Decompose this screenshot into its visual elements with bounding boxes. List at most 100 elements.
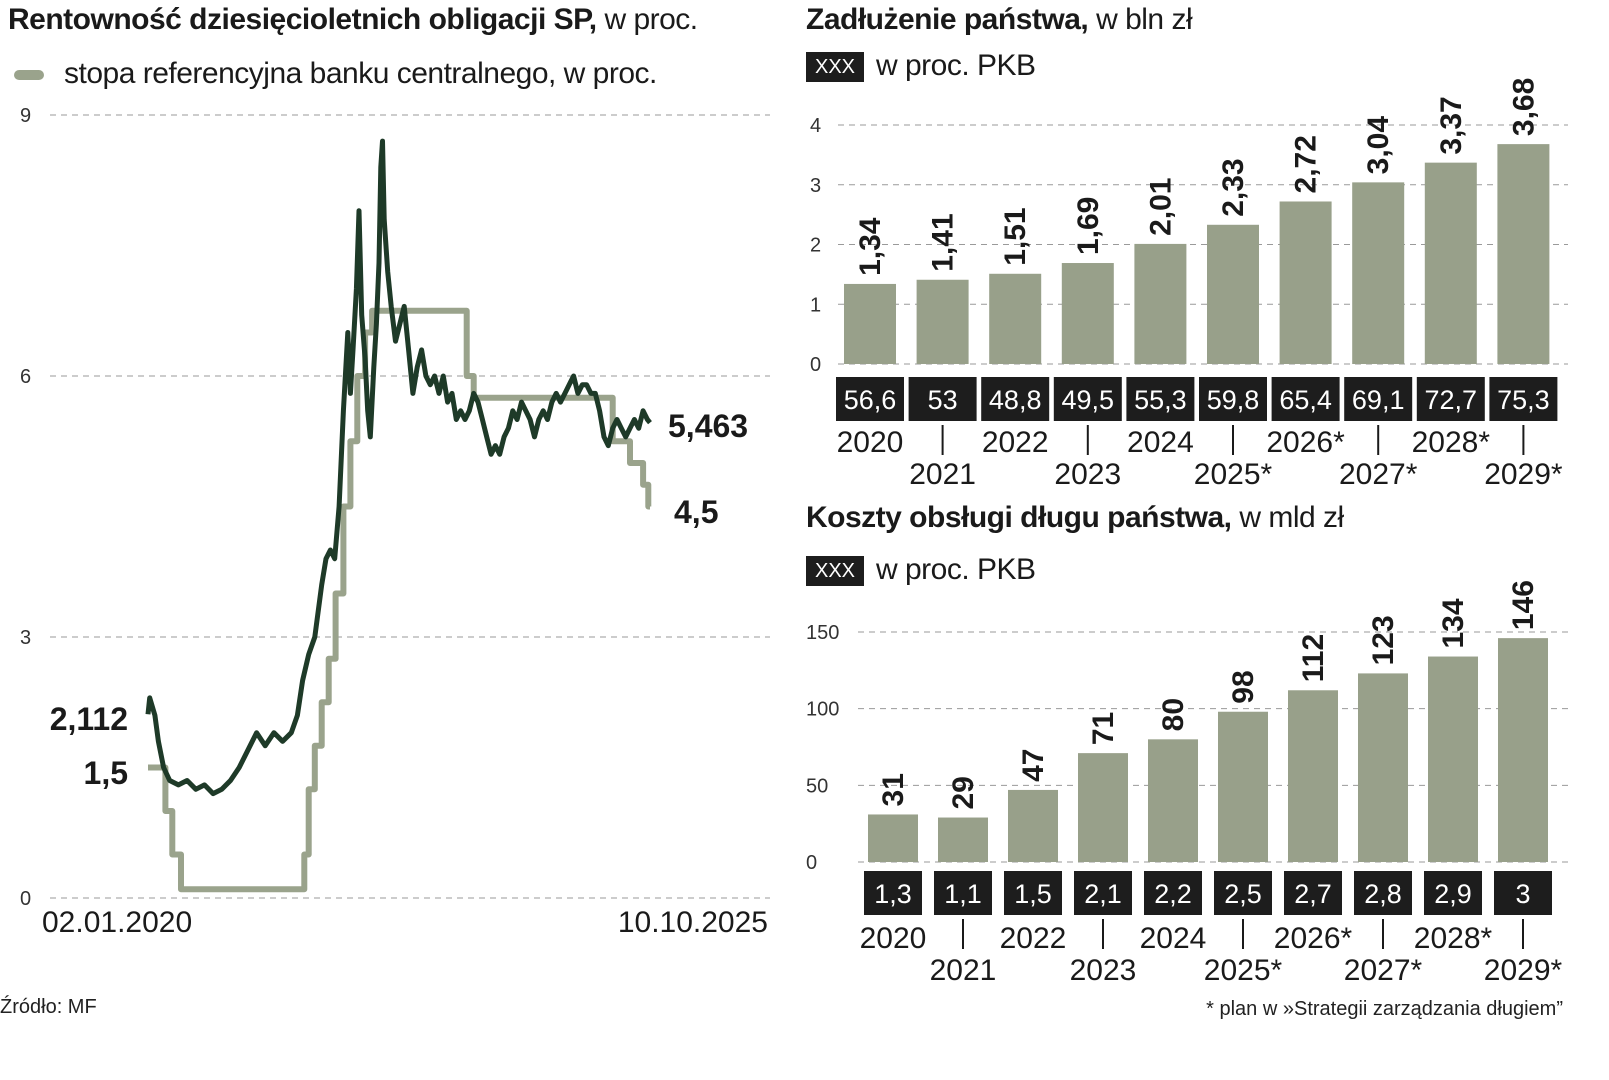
year-label: 2029* [1484, 954, 1563, 987]
pkb-value-label: 59,8 [1207, 385, 1260, 415]
bar-value-label: 123 [1367, 615, 1400, 665]
pkb-box [836, 377, 904, 421]
bar [1424, 162, 1477, 364]
ref-rate-line [148, 307, 652, 893]
pkb-box [1354, 871, 1412, 915]
bar [916, 279, 969, 364]
bar-value-label: 1,41 [927, 213, 960, 271]
bar [1428, 656, 1478, 862]
bar-value-label: 71 [1087, 712, 1120, 745]
y-tick-label: 50 [806, 775, 828, 797]
bar-value-label: 80 [1157, 698, 1190, 731]
y-tick-label: 3 [810, 175, 821, 197]
ref-rate-start-label: 1,5 [84, 755, 128, 791]
pkb-value-label: 2,2 [1154, 879, 1192, 909]
pkb-value-label: 2,9 [1434, 879, 1472, 909]
bar [1288, 690, 1338, 862]
debt-pkb-legend-box: XXX [806, 52, 864, 82]
bar-value-label: 2,72 [1290, 135, 1323, 193]
year-label: 2025* [1194, 458, 1273, 491]
yield-end-label: 5,463 [668, 408, 748, 444]
pkb-value-label: 53 [928, 385, 958, 415]
pkb-box [934, 871, 992, 915]
year-label: 2026* [1274, 922, 1353, 955]
year-label: 2021 [909, 458, 976, 491]
bar [1498, 638, 1548, 862]
start-date-label: 02.01.2020 [42, 906, 192, 939]
y-tick-label: 3 [20, 627, 31, 649]
pkb-box [981, 377, 1050, 421]
pkb-value-label: 49,5 [1062, 385, 1115, 415]
y-tick-label: 1 [810, 294, 821, 316]
y-tick-label: 150 [806, 622, 839, 644]
bar-value-label: 1,34 [854, 217, 887, 276]
pkb-value-label: 2,8 [1364, 879, 1402, 909]
pkb-value-label: 69,1 [1352, 385, 1405, 415]
cost-pkb-legend-caption: w proc. PKB [876, 553, 1036, 586]
bar-value-label: 2,01 [1144, 178, 1177, 236]
debt-bar-chart: 0 1 2 3 4 1,34 56,6 2020 1,41 53 2021 1,51 48,8 2022 1… [810, 78, 1568, 491]
year-label: 2022 [1000, 922, 1067, 955]
bar [1134, 243, 1187, 364]
bar [1061, 263, 1114, 364]
year-label: 2024 [1127, 426, 1194, 459]
debt-chart-title-bold: Zadłużenie państwa, [806, 3, 1089, 36]
bar-value-label: 1,51 [999, 207, 1032, 265]
bar [1078, 753, 1128, 862]
yield-start-label: 2,112 [50, 701, 128, 737]
bar [1218, 711, 1268, 862]
bar-value-label: 134 [1437, 598, 1470, 648]
bar-value-label: 3,04 [1362, 116, 1395, 175]
pkb-value-label: 1,1 [944, 879, 982, 909]
y-tick-label: 9 [20, 105, 31, 127]
bar-value-label: 2,33 [1217, 158, 1250, 216]
ref-rate-legend-swatch [14, 70, 44, 80]
bar-value-label: 112 [1297, 634, 1330, 682]
y-tick-label: 6 [20, 366, 31, 388]
y-tick-label: 0 [20, 888, 31, 910]
left-chart-title: Rentowność dziesięcioletnich obligacji S… [8, 2, 698, 38]
bar [938, 817, 988, 862]
source-note: Źródło: MF [0, 996, 97, 1018]
plan-footnote: * plan w »Strategii zarządzania długiem” [1206, 998, 1563, 1020]
pkb-box [1214, 871, 1272, 915]
cost-chart-title-unit: w mld zł [1231, 501, 1344, 534]
debt-chart-title: Zadłużenie państwa, w bln zł [806, 2, 1193, 38]
pkb-value-label: 2,7 [1294, 879, 1332, 909]
bar-value-label: 98 [1227, 670, 1260, 703]
pkb-value-label: 1,3 [874, 879, 912, 909]
year-label: 2027* [1339, 458, 1418, 491]
pkb-box [1074, 871, 1132, 915]
y-tick-label: 0 [806, 852, 817, 874]
pkb-value-label: 2,5 [1224, 879, 1262, 909]
pkb-value-label: 1,5 [1014, 879, 1052, 909]
pkb-box [1344, 377, 1413, 421]
cost-bar-chart: 0 50 100 150 31 1,3 2020 29 1,1 2021 47 1,5 2022 71 2,… [806, 580, 1568, 987]
cost-chart-title-bold: Koszty obsługi długu państwa, [806, 501, 1232, 534]
year-label: 2020 [837, 426, 904, 459]
bar-value-label: 3,68 [1507, 78, 1540, 136]
year-label: 2026* [1266, 426, 1345, 459]
ref-rate-legend-label: stopa referencyjna banku centralnego, w … [64, 57, 657, 90]
pkb-value-label: 65,4 [1279, 385, 1332, 415]
ref-rate-end-label: 4,5 [674, 494, 718, 530]
year-label: 2025* [1204, 954, 1283, 987]
pkb-box [1416, 377, 1485, 421]
year-label: 2023 [1070, 954, 1137, 987]
bar-value-label: 47 [1017, 749, 1050, 782]
pkb-box [1271, 377, 1340, 421]
year-label: 2020 [860, 922, 927, 955]
bar [1497, 144, 1550, 364]
pkb-box [1284, 871, 1342, 915]
pkb-value-label: 72,7 [1425, 385, 1478, 415]
pkb-box [1199, 377, 1267, 421]
end-date-label: 10.10.2025 [618, 906, 768, 939]
year-label: 2027* [1344, 954, 1423, 987]
yield-line-chart: 0 3 6 9 2,112 1,5 5,463 4,5 02.01.2020 10.10.2025 [20, 105, 770, 939]
pkb-box [864, 871, 922, 915]
cost-pkb-legend-box: XXX [806, 556, 864, 586]
pkb-value-label: 56,6 [844, 385, 897, 415]
pkb-value-label: 48,8 [989, 385, 1042, 415]
y-tick-label: 0 [810, 354, 821, 376]
bar [1207, 224, 1259, 364]
